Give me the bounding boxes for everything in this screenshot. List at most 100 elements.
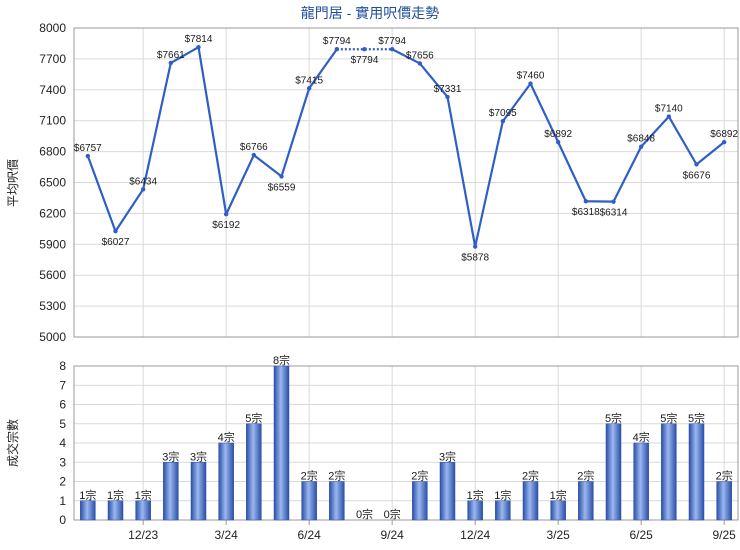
bottom-y-tick-label: 4	[59, 436, 66, 450]
bar-data-label: 5宗	[605, 411, 622, 425]
bar-data-label: 2宗	[577, 469, 594, 483]
price-point	[555, 139, 561, 145]
bottom-gridlines	[74, 365, 738, 521]
bar	[716, 481, 732, 521]
bar-data-label: 3宗	[439, 449, 456, 463]
price-point	[113, 229, 118, 234]
bar-data-label: 1宗	[79, 488, 96, 502]
price-data-label: $7095	[489, 108, 517, 119]
top-y-tick-label: 6500	[39, 176, 66, 190]
price-point	[306, 86, 312, 91]
x-tick-label: 3/24	[214, 528, 238, 542]
price-point	[389, 47, 395, 52]
x-tick-label: 3/25	[546, 528, 570, 542]
x-tick-label: 6/25	[629, 528, 653, 542]
bar	[273, 365, 290, 521]
price-data-label: $7460	[517, 71, 545, 82]
price-data-label: $6892	[710, 129, 738, 140]
x-tick-label: 9/25	[712, 528, 736, 542]
top-y-tick-label: 5900	[39, 237, 66, 251]
bar	[135, 500, 151, 521]
bar-data-label: 0宗	[384, 507, 401, 521]
bar	[218, 442, 234, 521]
price-point	[583, 199, 589, 204]
bar-data-label: 1宗	[550, 488, 567, 502]
price-data-label: $6559	[268, 182, 296, 193]
price-point	[168, 60, 174, 66]
price-data-label: $6848	[627, 134, 655, 145]
price-point	[528, 81, 533, 86]
bottom-y-axis-label: 成交宗數	[5, 419, 20, 467]
bar-data-label: 5宗	[688, 411, 705, 425]
price-data-label: $5878	[461, 253, 489, 264]
top-y-tick-label: 7400	[39, 83, 66, 97]
bar	[467, 500, 483, 521]
top-y-tick-label: 6200	[39, 206, 66, 220]
bar	[578, 481, 594, 521]
price-data-label: $6027	[102, 237, 130, 248]
price-data-label: $7794	[351, 55, 379, 66]
x-tick-label: 12/24	[460, 528, 490, 542]
price-point	[500, 119, 506, 124]
bar	[522, 481, 539, 521]
bottom-y-tick-label: 8	[59, 359, 66, 373]
price-point	[223, 212, 229, 217]
top-y-tick-label: 5000	[39, 330, 66, 344]
top-y-tick-label: 8000	[39, 21, 66, 35]
x-tick-label: 12/23	[128, 528, 158, 542]
price-point	[611, 199, 616, 204]
bar-data-label: 1宗	[494, 488, 511, 502]
price-point	[334, 47, 340, 52]
top-y-tick-label: 6800	[39, 145, 66, 159]
bar-data-label: 0宗	[356, 507, 373, 521]
top-y-tick-label: 5300	[39, 299, 66, 313]
bar	[163, 462, 179, 521]
top-plot-frame	[73, 27, 739, 338]
bar-data-label: 1宗	[135, 488, 152, 502]
price-point	[472, 244, 478, 249]
price-data-label: $7794	[378, 36, 406, 47]
price-data-label: $6192	[212, 220, 240, 231]
price-point	[251, 152, 257, 158]
price-data-label: $7656	[406, 50, 434, 61]
bar-data-label: 5宗	[660, 411, 677, 425]
price-line	[86, 46, 338, 233]
price-data-label: $7661	[157, 50, 185, 61]
bar	[246, 423, 262, 521]
bottom-y-tick-label: 2	[59, 475, 66, 489]
bar-data-label: 5宗	[245, 411, 262, 425]
bottom-y-tick-label: 1	[59, 494, 66, 508]
price-point	[417, 61, 423, 66]
x-tick-label: 9/24	[380, 528, 404, 542]
price-data-label: $7415	[295, 75, 323, 86]
top-y-axis-label: 平均呎價	[6, 159, 20, 207]
chart-title: 龍門居 - 實用呎價走勢	[301, 5, 439, 21]
bottom-y-tick-label: 3	[59, 455, 66, 469]
bar	[633, 442, 649, 521]
price-point	[666, 114, 672, 119]
bar	[190, 462, 207, 521]
price-point	[445, 94, 450, 100]
bar	[301, 481, 317, 521]
bar-data-label: 4宗	[218, 430, 235, 444]
price-data-label: $6766	[240, 142, 268, 153]
bar	[661, 423, 677, 521]
price-point	[85, 153, 91, 159]
price-data-label: $6434	[129, 176, 157, 187]
bar-data-label: 2宗	[716, 469, 733, 483]
price-data-label: $7814	[185, 34, 213, 45]
bar	[495, 500, 511, 521]
x-ticks: 12/23 3/24 6/24 9/24 12/24 3/25 6/25 9/25	[128, 520, 736, 542]
bar-data-label: 2宗	[411, 469, 428, 483]
bar	[412, 481, 428, 521]
bar-data-label: 1宗	[107, 488, 124, 502]
top-gridlines	[74, 27, 738, 338]
bar	[605, 423, 622, 521]
bar	[439, 462, 456, 521]
price-point	[279, 174, 284, 179]
price-data-label: $7140	[655, 104, 683, 115]
bar-data-label: 4宗	[633, 430, 650, 444]
price-data-label: $7794	[323, 36, 351, 47]
